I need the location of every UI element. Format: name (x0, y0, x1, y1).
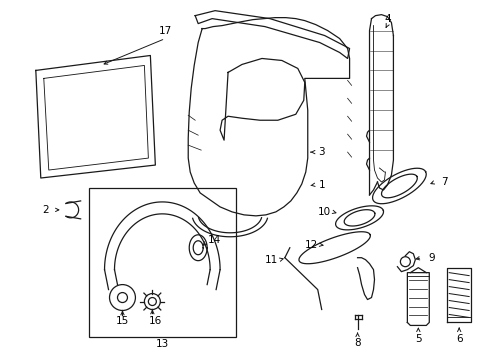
Text: 5: 5 (415, 334, 421, 345)
Text: 8: 8 (354, 338, 361, 348)
Text: 1: 1 (318, 180, 325, 190)
Text: 3: 3 (318, 147, 325, 157)
Text: 7: 7 (441, 177, 447, 187)
Text: 11: 11 (265, 255, 278, 265)
Text: 10: 10 (318, 207, 331, 217)
Text: 2: 2 (43, 205, 49, 215)
Text: 12: 12 (305, 240, 318, 250)
Text: 16: 16 (149, 316, 162, 327)
Bar (89, 188, 236, 337)
Text: 6: 6 (456, 334, 463, 345)
Text: 4: 4 (384, 14, 391, 24)
Text: 15: 15 (116, 316, 129, 327)
Text: 17: 17 (159, 26, 172, 36)
Text: 9: 9 (428, 253, 435, 263)
Text: 13: 13 (156, 339, 169, 349)
Text: 14: 14 (207, 235, 220, 245)
